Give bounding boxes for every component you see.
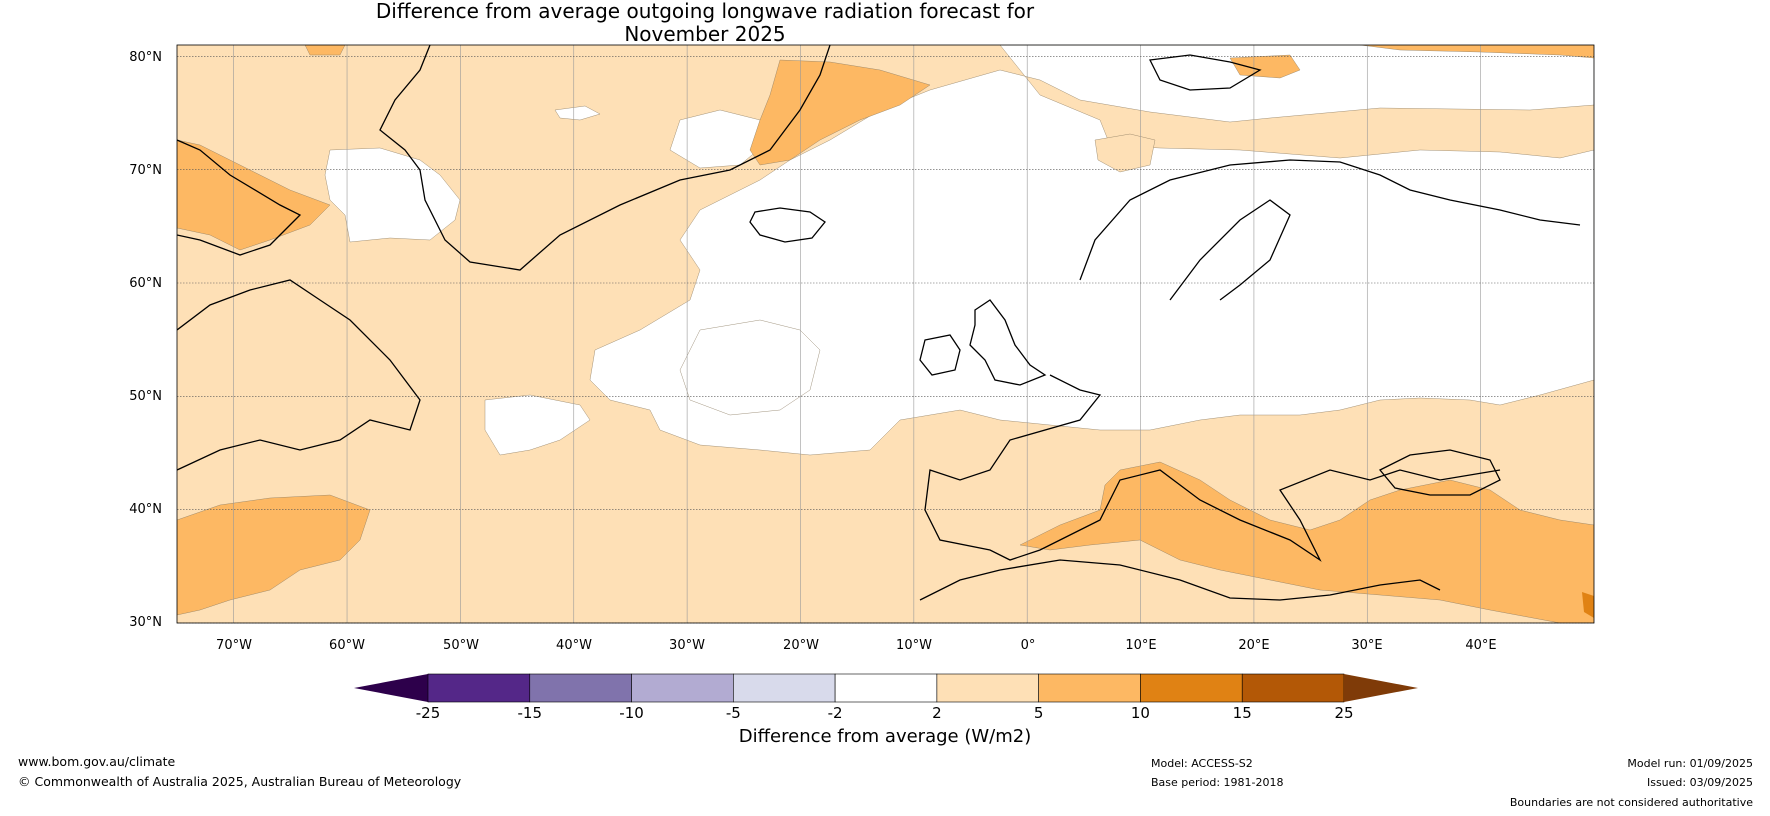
colorbar-tick-label: -25 xyxy=(416,704,441,722)
model-run-text: Model run: 01/09/2025 xyxy=(1627,757,1753,770)
near-average-region xyxy=(554,105,601,121)
anomaly-5-10-region xyxy=(1019,461,1594,623)
anomaly-10-15-spot xyxy=(1582,592,1594,618)
lon-label: 20°W xyxy=(783,638,819,653)
coastlines xyxy=(177,45,1581,601)
colorbar-extend-high xyxy=(1344,674,1418,702)
title-line-1: Difference from average outgoing longwav… xyxy=(375,0,1035,23)
lat-label: 80°N xyxy=(129,50,162,65)
canada-arctic-coast xyxy=(177,139,302,256)
disclaimer-text: Boundaries are not considered authoritat… xyxy=(1509,796,1753,809)
anomaly-2-5-patch xyxy=(1094,133,1156,173)
colorbar-tick-label: -2 xyxy=(828,704,843,722)
longitude-labels: 70°W 60°W 50°W 40°W 30°W 20°W 10°W 0° 10… xyxy=(216,638,1497,653)
colorbar-label: Difference from average (W/m2) xyxy=(738,726,1032,747)
near-average-region xyxy=(324,147,461,243)
anomaly-5-10-region xyxy=(749,59,931,166)
north-africa-coast xyxy=(919,559,1441,601)
model-text: Model: ACCESS-S2 xyxy=(1151,757,1253,770)
issued-text: Issued: 03/09/2025 xyxy=(1646,776,1753,789)
iceland-coast xyxy=(749,207,826,243)
bom-website-link[interactable]: www.bom.gov.au/climate xyxy=(18,754,176,769)
near-average-region xyxy=(679,319,821,416)
colorbar-segment xyxy=(1241,673,1345,703)
europe-coast xyxy=(924,374,1501,562)
svalbard-coast xyxy=(1149,54,1262,91)
greenland-coast xyxy=(379,45,831,271)
colorbar-tick-label: 5 xyxy=(1034,704,1044,722)
colorbar-segment xyxy=(733,673,836,703)
copyright-text: © Commonwealth of Australia 2025, Austra… xyxy=(18,774,462,789)
lat-label: 40°N xyxy=(129,502,162,517)
base-period-text: Base period: 1981-2018 xyxy=(1151,776,1284,789)
lat-label: 70°N xyxy=(129,163,162,178)
lat-label: 60°N xyxy=(129,276,162,291)
near-average-region xyxy=(589,45,1594,456)
lon-label: 10°E xyxy=(1125,638,1156,653)
lon-label: 50°W xyxy=(443,638,479,653)
colorbar-tick-label: -5 xyxy=(726,704,741,722)
lon-label: 0° xyxy=(1021,638,1036,653)
ireland-coast xyxy=(919,334,961,376)
anomaly-5-10-region xyxy=(1229,54,1301,79)
chart-title: Difference from average outgoing longwav… xyxy=(0,0,1410,46)
colorbar-segment xyxy=(1140,673,1243,703)
colorbar-tick-label: -10 xyxy=(619,704,644,722)
anomaly-5-10-region xyxy=(1359,45,1594,59)
lat-label: 50°N xyxy=(129,389,162,404)
colorbar-extend-low xyxy=(354,674,428,702)
lon-label: 20°E xyxy=(1238,638,1269,653)
lat-label: 30°N xyxy=(129,615,162,630)
lon-label: 40°E xyxy=(1465,638,1496,653)
lon-label: 10°W xyxy=(896,638,932,653)
scandinavia-coast xyxy=(1079,159,1581,301)
near-average-region xyxy=(484,394,591,456)
title-line-2: November 2025 xyxy=(624,22,786,46)
black-sea-coast xyxy=(1378,449,1501,496)
map-area xyxy=(177,45,1594,623)
colorbar-tick-label: 15 xyxy=(1233,704,1252,722)
colorbar: -25 -15 -10 -5 -2 2 5 10 15 25 xyxy=(354,673,1418,722)
uk-coast xyxy=(969,299,1047,386)
labrador-coast xyxy=(177,279,421,471)
colorbar-segment xyxy=(834,673,938,703)
colorbar-tick-label: 2 xyxy=(932,704,942,722)
colorbar-tick-label: -15 xyxy=(518,704,543,722)
colorbar-tick-label: 25 xyxy=(1334,704,1353,722)
anomaly-5-10-region xyxy=(177,494,371,616)
map-frame xyxy=(176,44,1595,624)
latitude-labels: 80°N 70°N 60°N 50°N 40°N 30°N xyxy=(129,50,162,630)
colorbar-segment xyxy=(529,673,632,703)
colorbar-segment xyxy=(936,673,1039,703)
lon-label: 30°E xyxy=(1351,638,1382,653)
lon-label: 60°W xyxy=(329,638,365,653)
colorbar-segment xyxy=(1038,673,1141,703)
lon-label: 30°W xyxy=(669,638,705,653)
colorbar-tick-label: 10 xyxy=(1131,704,1150,722)
anomaly-5-10-region xyxy=(304,45,346,56)
colorbar-segment xyxy=(631,673,734,703)
colorbar-segment xyxy=(427,673,531,703)
lon-label: 40°W xyxy=(556,638,592,653)
lon-label: 70°W xyxy=(216,638,252,653)
